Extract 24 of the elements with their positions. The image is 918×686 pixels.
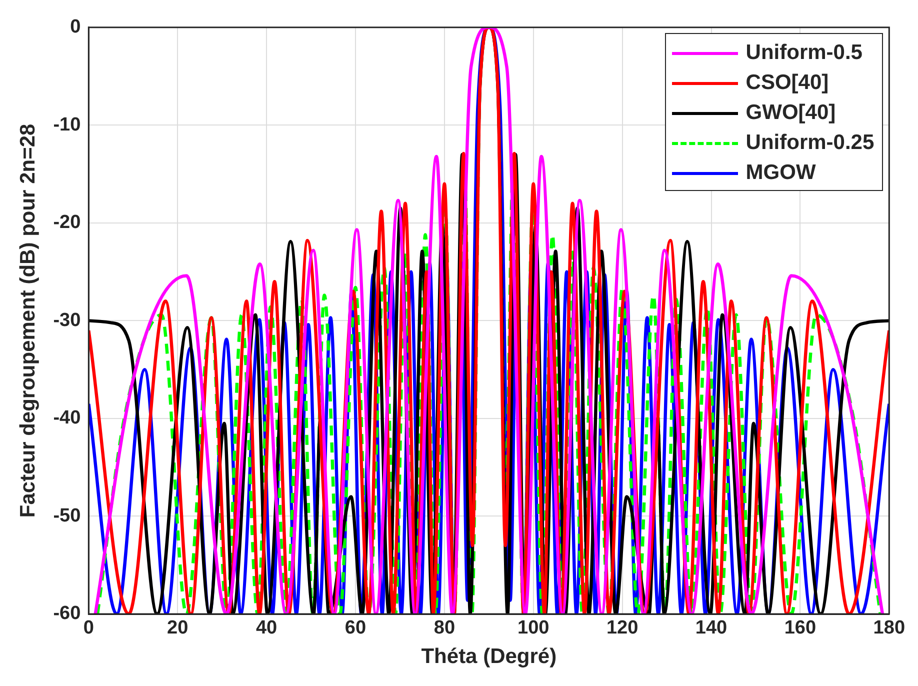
legend-label: MGOW: [746, 161, 816, 186]
y-tick-label: -30: [53, 310, 81, 331]
y-tick-label: -10: [53, 114, 81, 136]
x-tick-label: 160: [784, 618, 816, 639]
y-tick-label: -20: [53, 212, 81, 234]
y-tick-label: -40: [53, 408, 81, 429]
x-tick-label: 60: [344, 618, 366, 639]
legend-label: Uniform-0.25: [746, 131, 874, 156]
x-tick-label: 180: [873, 618, 905, 639]
legend-label: Uniform-0.5: [746, 41, 862, 66]
y-tick-label: 0: [70, 16, 81, 38]
legend-label: CSO[40]: [746, 71, 829, 96]
x-tick-label: 80: [434, 618, 456, 639]
x-tick-label: 0: [83, 618, 94, 639]
x-tick-label: 140: [695, 618, 728, 639]
x-tick-label: 40: [256, 618, 278, 639]
x-tick-label: 100: [518, 618, 550, 639]
legend-label: GWO[40]: [746, 101, 836, 126]
y-tick-label: -60: [53, 603, 81, 624]
x-tick-label: 120: [606, 618, 638, 639]
x-axis-title: Théta (Degré): [421, 645, 557, 668]
x-tick-label: 20: [167, 618, 188, 639]
y-axis-title: Facteur degroupement (dB) pour 2n=28: [16, 123, 40, 518]
y-tick-label: -50: [53, 505, 81, 526]
